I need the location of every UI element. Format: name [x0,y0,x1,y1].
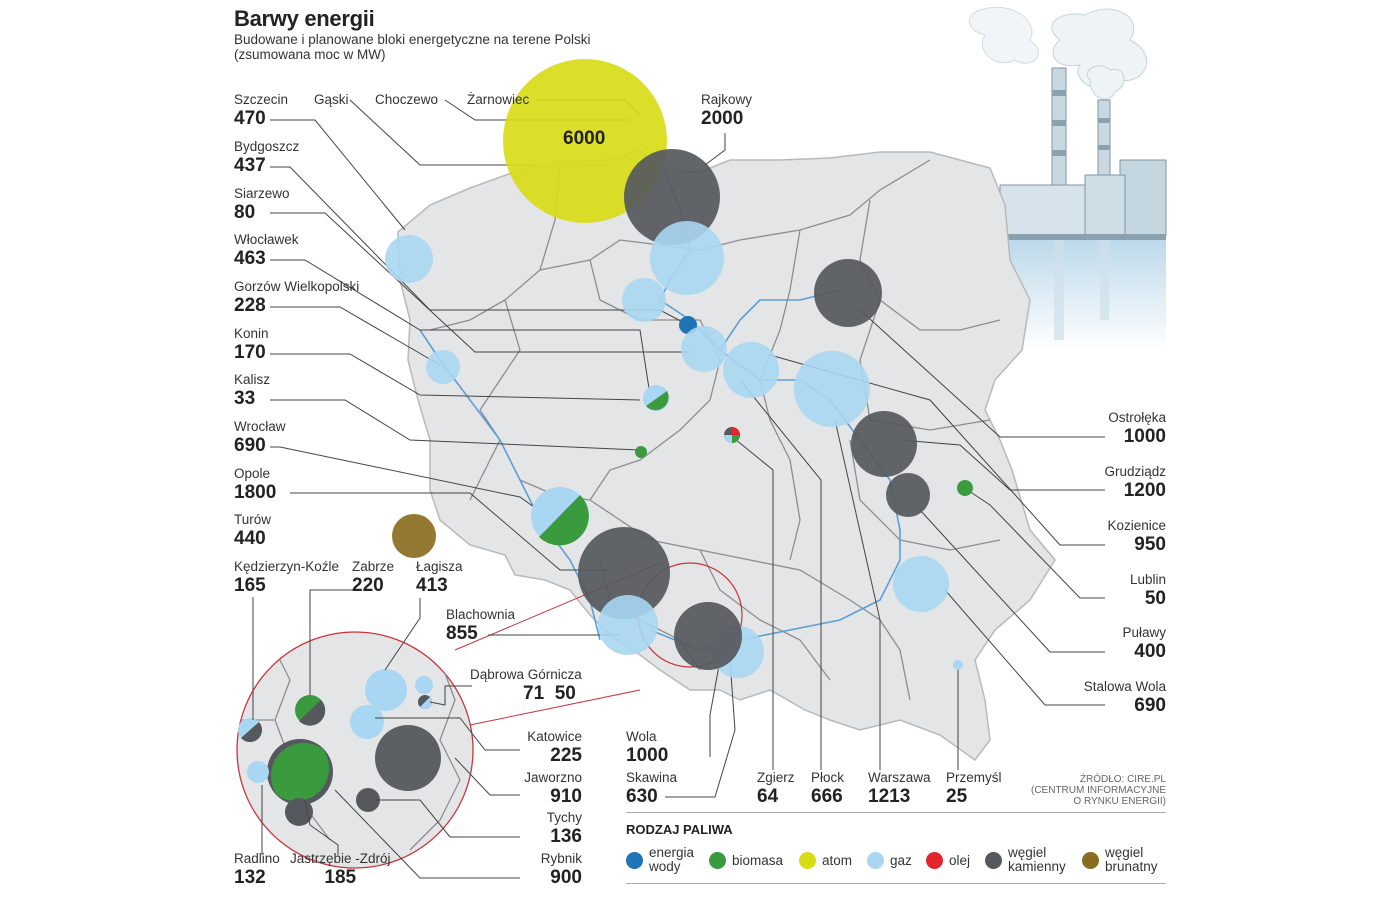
label-gorzow: Gorzów Wielkopolski 228 [234,279,360,316]
bubble-rajkowy [624,149,720,245]
bubble-warszawa [794,351,870,427]
label-jastrzebie: Jastrzębie -Zdrój 185 [290,851,391,888]
subtitle-line: Budowane i planowane bloki energetyczne … [234,32,591,47]
bubble-ostroleka [814,259,882,327]
label-konin: Konin 170 [234,326,269,363]
label-wloclawek: Włocławek 463 [234,232,299,269]
leader-lines [270,99,1105,798]
label-lagisza: Łagisza 413 [416,559,463,596]
label-warszawa: Warszawa 1213 [868,770,931,807]
legend-item-oil: olej [926,852,970,869]
bubble-plock [681,326,727,372]
bubble-wroclaw [531,487,589,546]
label-radlino: Radlino 132 [234,851,280,888]
bubble-wola [674,602,742,670]
legend-item-hard-coal: węgiel kamienny [985,846,1066,874]
label-pulawy: Puławy 400 [1122,625,1166,662]
label-rybnik: Rybnik 900 [540,851,582,888]
legend-swatch [867,852,884,869]
label-szczecin: Szczecin 470 [234,92,289,129]
label-grudziadz: Grudziądz 1200 [1104,464,1166,501]
bubble-zarnowiec [503,59,667,223]
bubble-plock2 [723,342,779,398]
label-dabrowa: Dąbrowa Górnicza 71 50 [470,667,582,704]
label-jaworzno: Jaworzno 910 [524,770,582,807]
label-wroclaw: Wrocław 690 [234,419,286,456]
legend-item-gas: gaz [867,852,912,869]
page-subtitle: Budowane i planowane bloki energetyczne … [234,32,654,62]
label-gaski: Gąski [314,92,349,107]
bubble-konin [643,385,669,411]
bubble-opole [578,527,670,619]
label-tychy: Tychy 136 [546,810,582,847]
bubble-grudziadz-pulawy [886,473,930,517]
bubble-kalisz [635,446,647,458]
legend-item-hydro: energia wody [626,846,694,874]
source-note: ŹRÓDŁO: CIRE.PL (CENTRUM INFORMACYJNE O … [1000,774,1166,807]
label-turow: Turów 440 [234,512,272,549]
label-kozienice: Kozienice 950 [1107,518,1166,555]
bubble-lublin [957,480,973,496]
label-stalowa-wola: Stalowa Wola 690 [1083,679,1166,716]
bubble-wloclawek [622,278,666,322]
label-siarzewo: Siarzewo 80 [234,186,290,223]
label-zabrze: Zabrze 220 [352,559,395,596]
legend-swatch [926,852,943,869]
power-plant-illustration [968,6,1167,350]
label-lublin: Lublin 50 [1129,572,1166,609]
bubble-turow [392,514,436,558]
legend-swatch [985,851,1002,869]
label-rajkowy: Rajkowy 2000 [701,92,753,129]
bubble-blachownia [598,595,658,655]
legend-swatch [799,852,816,869]
bubble-szczecin [385,235,433,283]
label-zarnowiec-mw: 6000 [563,128,606,149]
silesia-inset [236,589,520,879]
legend-item-lignite: węgiel brunatny [1082,846,1158,874]
label-wola: Wola 1000 [626,729,669,766]
legend-item-atom: atom [799,852,852,869]
legend-divider [626,812,1166,813]
bubble-stalowa-wola [893,556,949,612]
legend-title: RODZAJ PALIWA [626,822,733,837]
source-line: ŹRÓDŁO: CIRE.PL [1079,774,1166,785]
legend-swatch [709,852,726,869]
page-title: Barwy energii [234,6,375,31]
label-bydgoszcz: Bydgoszcz 437 [234,139,300,176]
label-zgierz: Zgierz 64 [757,770,795,807]
source-line: (CENTRUM INFORMACYJNE [1031,785,1166,796]
legend-swatch [626,851,643,869]
bubble-przemysl [953,660,963,670]
label-choczewo: Choczewo [375,92,439,107]
bubble-gorzow [426,350,460,384]
subtitle-line: (zsumowana moc w MW) [234,47,386,62]
label-skawina: Skawina 630 [626,770,678,807]
legend-swatch [1082,851,1099,869]
source-line: O RYNKU ENERGII) [1073,796,1166,807]
legend-divider [626,883,1166,884]
label-blachownia: Blachownia 855 [446,607,516,644]
bubbles [385,59,973,678]
label-kedzierzyn: Kędzierzyn-Koźle 165 [234,559,340,596]
label-ostroleka: Ostrołęka 1000 [1108,410,1166,447]
bubble-bydgoszcz [650,221,724,295]
bubble-kozienice [851,411,917,477]
label-opole: Opole 1800 [234,466,277,503]
label-plock: Płock 666 [811,770,845,807]
label-kalisz: Kalisz 33 [234,372,271,409]
label-katowice: Katowice 225 [527,729,582,766]
legend-item-biomass: biomasa [709,852,783,869]
bubble-zgierz [724,427,740,443]
label-przemysl: Przemyśl 25 [946,770,1002,807]
label-zarnowiec: Żarnowiec [467,92,530,107]
